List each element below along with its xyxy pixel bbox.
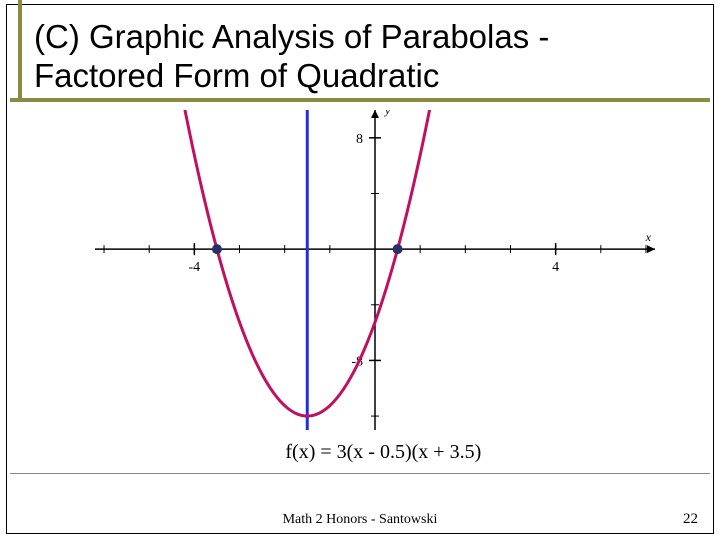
baseline-rule bbox=[10, 473, 710, 474]
svg-text:x: x bbox=[645, 230, 652, 244]
parabola-chart: -44-88yxf(x) = 3(x - 0.5)(x + 3.5) bbox=[95, 110, 655, 470]
svg-text:f(x) = 3(x - 0.5)(x + 3.5): f(x) = 3(x - 0.5)(x + 3.5) bbox=[285, 441, 481, 463]
svg-text:-4: -4 bbox=[189, 260, 201, 275]
svg-text:y: y bbox=[384, 110, 391, 117]
title-line-1: (C) Graphic Analysis of Parabolas - bbox=[34, 18, 549, 55]
accent-horizontal bbox=[10, 98, 710, 102]
slide-title: (C) Graphic Analysis of Parabolas - Fact… bbox=[34, 18, 700, 96]
accent-vertical bbox=[18, 0, 22, 102]
footer-text: Math 2 Honors - Santowski bbox=[0, 512, 720, 528]
svg-text:8: 8 bbox=[356, 132, 363, 147]
page-number: 22 bbox=[683, 511, 698, 528]
title-line-2: Factored Form of Quadratic bbox=[34, 57, 439, 94]
svg-text:4: 4 bbox=[552, 260, 559, 275]
chart-svg: -44-88yxf(x) = 3(x - 0.5)(x + 3.5) bbox=[95, 110, 655, 470]
